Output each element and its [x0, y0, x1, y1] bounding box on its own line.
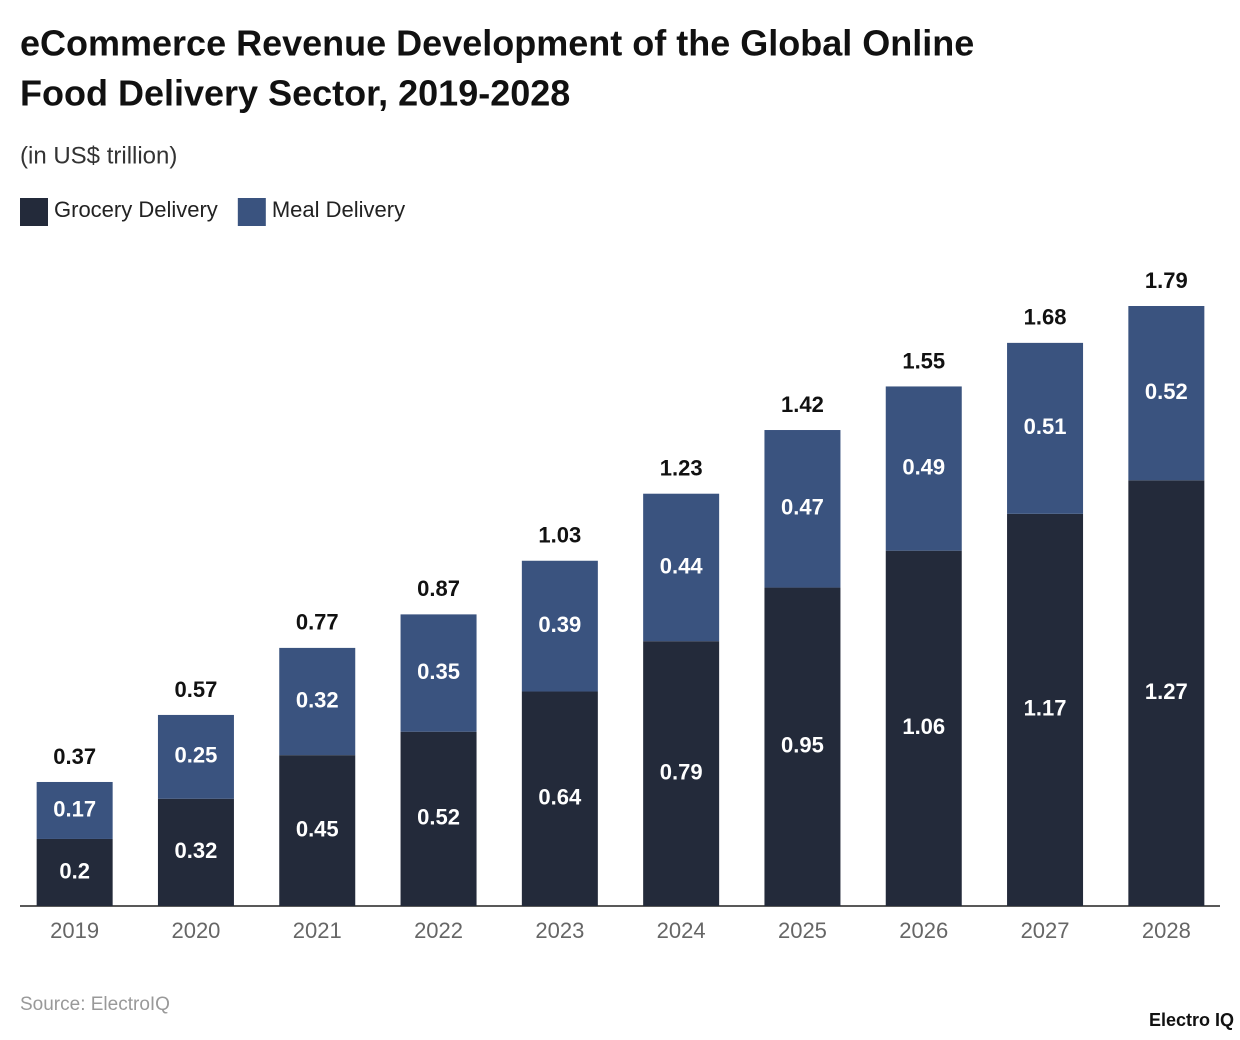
bar-segment — [36, 781, 113, 839]
value-label: 0.25 — [175, 743, 218, 768]
chart-title: eCommerce Revenue Development of the Glo… — [20, 23, 974, 64]
bar-segment — [1128, 306, 1205, 481]
legend-label: Grocery Delivery — [54, 197, 218, 222]
x-tick-label: 2023 — [535, 918, 584, 943]
bar-segment — [1007, 513, 1084, 906]
value-label: 0.79 — [660, 759, 703, 784]
x-tick-label: 2025 — [778, 918, 827, 943]
value-label: 1.17 — [1024, 696, 1067, 721]
bar-segment — [521, 691, 598, 906]
total-label: 0.37 — [53, 744, 96, 769]
bar-segment — [279, 755, 356, 906]
bar-segment — [643, 641, 720, 906]
bar-segment — [1007, 342, 1084, 514]
x-tick-label: 2024 — [657, 918, 706, 943]
value-label: 0.47 — [781, 495, 824, 520]
bar-segment — [36, 838, 113, 906]
bar-segment — [400, 614, 477, 732]
value-label: 1.06 — [902, 714, 945, 739]
x-tick-label: 2026 — [899, 918, 948, 943]
total-label: 0.77 — [296, 610, 339, 635]
brand: Electro IQ — [1149, 1010, 1234, 1030]
total-label: 1.23 — [660, 456, 703, 481]
legend-label: Meal Delivery — [272, 197, 405, 222]
value-label: 1.27 — [1145, 679, 1188, 704]
legend-swatch — [20, 198, 48, 226]
value-label: 0.64 — [538, 785, 582, 810]
value-label: 0.35 — [417, 659, 460, 684]
legend-swatch — [237, 198, 266, 226]
bar-segment — [400, 731, 477, 906]
bar-segment — [521, 560, 598, 692]
bar-segment — [764, 430, 841, 588]
value-label: 0.2 — [59, 858, 90, 883]
x-tick-label: 2022 — [414, 918, 463, 943]
x-tick-label: 2021 — [293, 918, 342, 943]
chart-title: Food Delivery Sector, 2019-2028 — [20, 73, 570, 114]
value-label: 0.44 — [660, 553, 704, 578]
bar-segment — [1128, 480, 1205, 906]
bar-segment — [764, 587, 841, 906]
x-tick-label: 2028 — [1142, 918, 1191, 943]
x-tick-label: 2027 — [1021, 918, 1070, 943]
bar-segment — [643, 493, 720, 642]
bar-segment — [885, 550, 962, 906]
bar-segment — [885, 386, 962, 551]
value-label: 0.39 — [538, 612, 581, 637]
value-label: 0.32 — [175, 838, 218, 863]
value-label: 0.45 — [296, 816, 339, 841]
total-label: 1.79 — [1145, 268, 1188, 293]
subtitle: (in US$ trillion) — [20, 142, 177, 169]
value-label: 0.95 — [781, 733, 824, 758]
bar-segment — [157, 798, 234, 906]
value-label: 0.32 — [296, 687, 339, 712]
bar-segment — [157, 714, 234, 799]
total-label: 1.55 — [902, 348, 945, 373]
x-tick-label: 2019 — [50, 918, 99, 943]
value-label: 0.52 — [1145, 379, 1188, 404]
x-tick-label: 2020 — [171, 918, 220, 943]
value-label: 0.51 — [1024, 414, 1067, 439]
total-label: 1.68 — [1024, 305, 1067, 330]
total-label: 1.03 — [538, 523, 581, 548]
value-label: 0.17 — [53, 796, 96, 821]
value-label: 0.49 — [902, 454, 945, 479]
total-label: 0.57 — [175, 677, 218, 702]
source: Source: ElectroIQ — [20, 994, 170, 1015]
value-label: 0.52 — [417, 805, 460, 830]
total-label: 1.42 — [781, 392, 824, 417]
total-label: 0.87 — [417, 576, 460, 601]
bar-segment — [279, 647, 356, 756]
